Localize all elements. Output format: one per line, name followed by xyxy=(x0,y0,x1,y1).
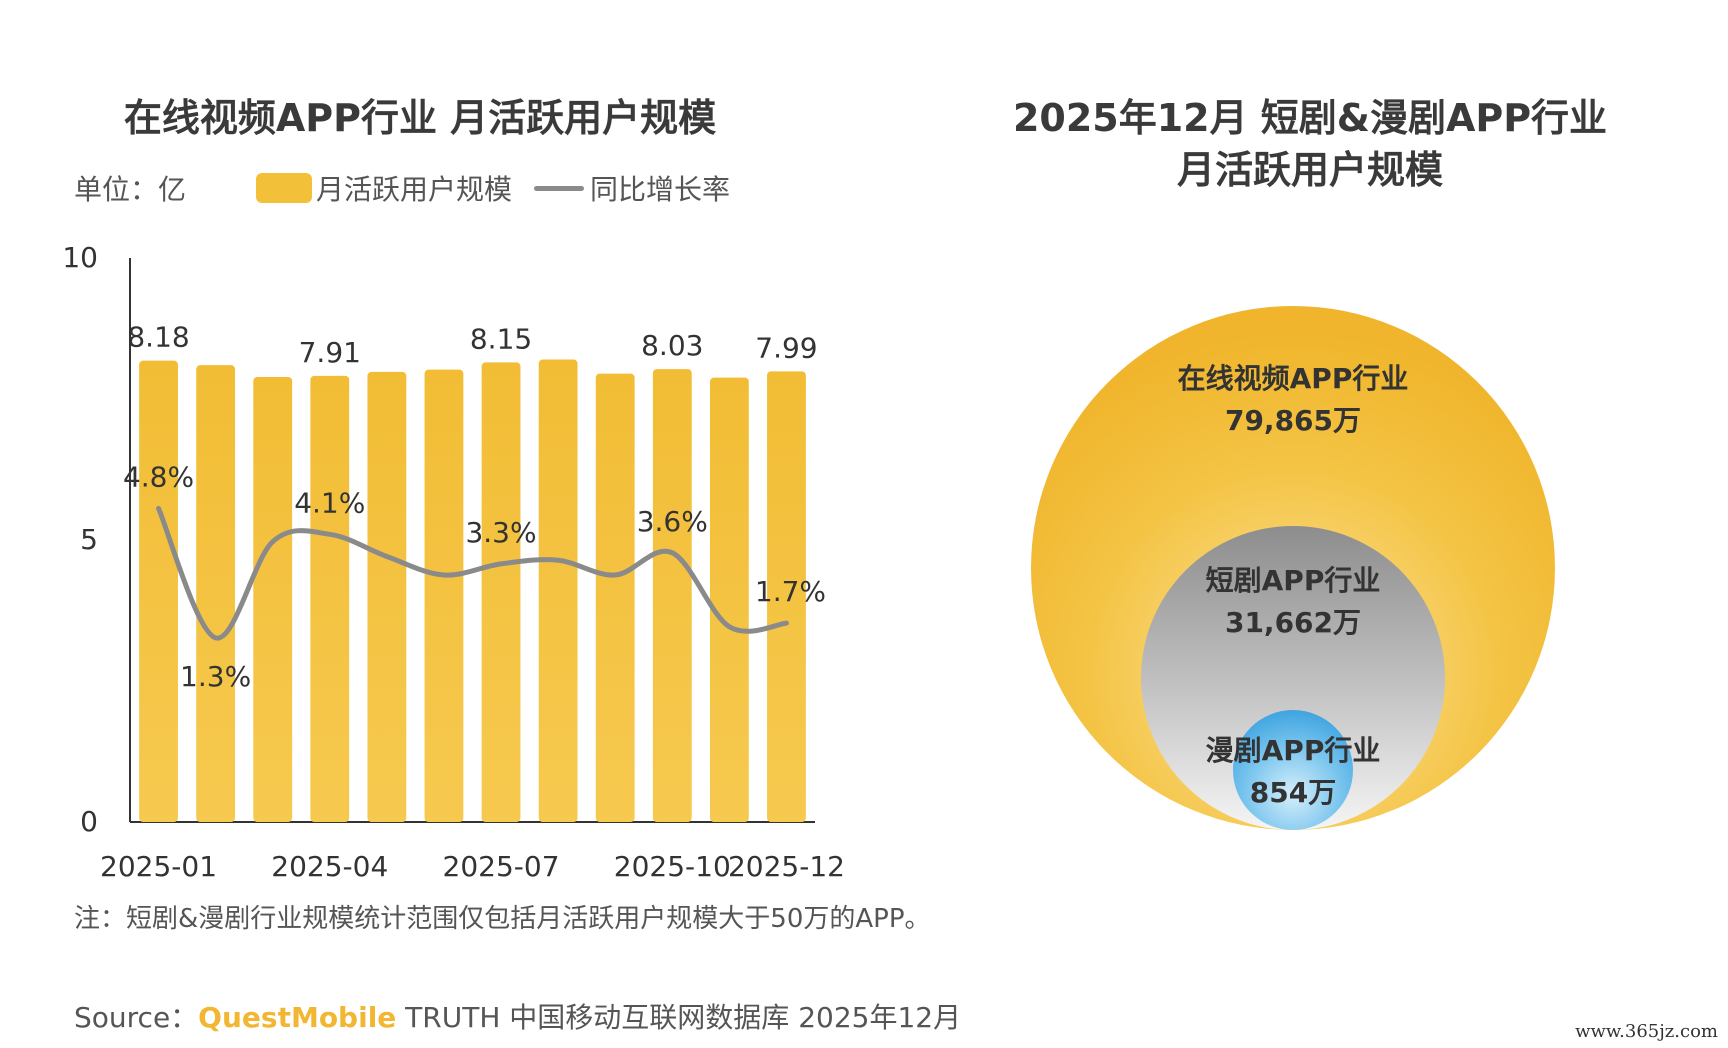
source-rest: TRUTH 中国移动互联网数据库 2025年12月 xyxy=(396,1001,962,1034)
growth-rate-label: 3.3% xyxy=(465,516,536,549)
circle-value: 79,865万 xyxy=(1225,404,1361,437)
bar-value-label: 8.18 xyxy=(127,321,189,354)
growth-rate-label: 1.7% xyxy=(755,575,826,608)
growth-rate-line xyxy=(156,505,789,641)
circle-label: 在线视频APP行业 xyxy=(1178,362,1409,395)
bar xyxy=(709,377,749,822)
circle-value: 854万 xyxy=(1250,776,1336,809)
legend-bar-swatch xyxy=(256,173,312,203)
legend-line-item: 同比增长率 xyxy=(534,168,730,208)
bar xyxy=(196,365,236,822)
bar xyxy=(481,362,521,822)
bar-value-label: 7.91 xyxy=(299,336,361,369)
circle-label: 漫剧APP行业 xyxy=(1206,734,1381,767)
source-prefix: Source： xyxy=(74,1001,199,1034)
watermark-text: www.365jz.com xyxy=(1575,1021,1718,1042)
growth-rate-label: 3.6% xyxy=(637,505,708,538)
legend-line-swatch xyxy=(534,185,584,191)
bar xyxy=(595,373,635,822)
footnote: 注：短剧&漫剧行业规模统计范围仅包括月活跃用户规模大于50万的APP。 xyxy=(74,904,931,934)
right-chart-title: 2025年12月 短剧&漫剧APP行业 月活跃用户规模 xyxy=(930,92,1690,196)
x-tick-label: 2025-01 xyxy=(100,850,217,883)
bar xyxy=(367,371,407,822)
x-tick-label: 2025-10 xyxy=(614,850,731,883)
bar xyxy=(310,375,350,822)
bar-value-label: 8.15 xyxy=(470,322,532,355)
left-chart: 0 5 10 8.18 7.91 8.15 8.03 7.99 4.8% 1.3% 4.1% 3.3%… xyxy=(62,241,845,883)
legend-bar-item: 月活跃用户规模 xyxy=(256,168,512,208)
growth-rate-label: 4.1% xyxy=(294,486,365,519)
x-tick-label: 2025-12 xyxy=(728,850,845,883)
bar-value-label: 8.03 xyxy=(641,329,703,362)
bar xyxy=(424,369,464,822)
right-chart-title-line1: 2025年12月 短剧&漫剧APP行业 xyxy=(1012,96,1608,140)
x-tick-label: 2025-04 xyxy=(271,850,388,883)
circle-3 xyxy=(1233,710,1353,830)
source-brand: QuestMobile xyxy=(198,1001,397,1034)
legend-line-label: 同比增长率 xyxy=(590,173,731,206)
bar xyxy=(538,359,578,822)
bar xyxy=(139,360,178,822)
bar xyxy=(253,377,293,822)
circle-label: 短剧APP行业 xyxy=(1206,564,1381,597)
left-chart-title: 在线视频APP行业 月活跃用户规模 xyxy=(123,96,717,140)
growth-rate-label: 4.8% xyxy=(123,460,194,493)
right-chart-title-line2: 月活跃用户规模 xyxy=(1176,148,1443,192)
bar-value-label: 7.99 xyxy=(755,331,817,364)
y-tick-label: 5 xyxy=(80,523,98,556)
bar xyxy=(652,369,692,822)
y-tick-label: 10 xyxy=(62,241,98,274)
unit-label: 单位：亿 xyxy=(74,173,187,206)
bar xyxy=(767,371,806,822)
source-line: Source：QuestMobile TRUTH 中国移动互联网数据库 2025… xyxy=(74,996,961,1036)
circle-value: 31,662万 xyxy=(1225,606,1361,639)
growth-rate-label: 1.3% xyxy=(180,660,251,693)
circle-2 xyxy=(1141,526,1445,830)
legend-bar-label: 月活跃用户规模 xyxy=(316,173,513,206)
x-tick-label: 2025-07 xyxy=(443,850,560,883)
y-tick-label: 0 xyxy=(80,805,98,838)
